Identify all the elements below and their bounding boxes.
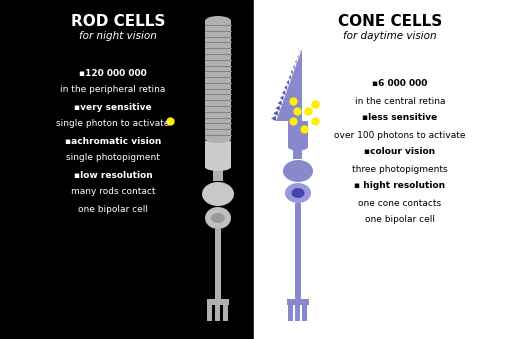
Text: for daytime vision: for daytime vision bbox=[343, 31, 437, 41]
Ellipse shape bbox=[211, 213, 225, 223]
Polygon shape bbox=[295, 59, 296, 64]
Ellipse shape bbox=[205, 207, 231, 229]
Text: ▪less sensitive: ▪less sensitive bbox=[362, 114, 438, 122]
Bar bbox=[0, 0, 254, 339]
Text: single photopigment: single photopigment bbox=[66, 154, 160, 162]
Text: three photopigments: three photopigments bbox=[352, 164, 448, 174]
Text: CONE CELLS: CONE CELLS bbox=[338, 14, 442, 28]
Bar bbox=[288, 121, 308, 147]
Bar bbox=[213, 167, 223, 181]
Text: ▪6 000 000: ▪6 000 000 bbox=[372, 80, 428, 88]
Text: one cone contacts: one cone contacts bbox=[358, 199, 442, 207]
Bar bbox=[287, 299, 309, 305]
Polygon shape bbox=[289, 75, 291, 80]
Bar bbox=[294, 147, 302, 159]
Polygon shape bbox=[287, 80, 289, 85]
Bar bbox=[205, 141, 231, 167]
Polygon shape bbox=[285, 85, 287, 90]
Text: ▪very sensitive: ▪very sensitive bbox=[74, 102, 152, 112]
Text: one bipolar cell: one bipolar cell bbox=[365, 216, 435, 224]
Polygon shape bbox=[273, 111, 278, 116]
Polygon shape bbox=[293, 64, 295, 69]
Text: ▪ hight resolution: ▪ hight resolution bbox=[354, 181, 445, 191]
Ellipse shape bbox=[288, 143, 308, 151]
Polygon shape bbox=[291, 69, 293, 75]
Text: ▪achromatic vision: ▪achromatic vision bbox=[65, 137, 161, 145]
Text: ROD CELLS: ROD CELLS bbox=[71, 14, 165, 28]
Bar bbox=[215, 304, 220, 321]
Ellipse shape bbox=[205, 16, 231, 26]
Ellipse shape bbox=[285, 183, 311, 203]
Bar bbox=[302, 304, 307, 321]
Text: in the central retina: in the central retina bbox=[355, 97, 445, 105]
Text: ▪low resolution: ▪low resolution bbox=[74, 171, 152, 179]
Bar bbox=[207, 299, 229, 305]
Polygon shape bbox=[271, 116, 276, 121]
Text: single photon to activate: single photon to activate bbox=[56, 120, 169, 128]
Text: one bipolar cell: one bipolar cell bbox=[78, 204, 148, 214]
Bar bbox=[215, 229, 221, 301]
Ellipse shape bbox=[202, 182, 234, 206]
Polygon shape bbox=[276, 49, 302, 121]
Bar bbox=[295, 203, 301, 301]
Polygon shape bbox=[275, 105, 280, 111]
Bar bbox=[223, 304, 229, 321]
Ellipse shape bbox=[283, 160, 313, 182]
Ellipse shape bbox=[292, 188, 304, 198]
Ellipse shape bbox=[205, 135, 231, 143]
Polygon shape bbox=[280, 95, 284, 100]
Text: ▪120 000 000: ▪120 000 000 bbox=[79, 68, 147, 78]
Text: many rods contact: many rods contact bbox=[71, 187, 155, 197]
Text: over 100 photons to activate: over 100 photons to activate bbox=[334, 131, 466, 140]
Text: in the peripheral retina: in the peripheral retina bbox=[60, 85, 166, 95]
Text: ▪colour vision: ▪colour vision bbox=[364, 147, 436, 157]
Polygon shape bbox=[282, 90, 285, 95]
Bar bbox=[208, 304, 212, 321]
Bar bbox=[296, 304, 300, 321]
Bar bbox=[254, 0, 509, 339]
Bar bbox=[205, 21, 231, 139]
Bar bbox=[289, 304, 294, 321]
Text: for night vision: for night vision bbox=[79, 31, 157, 41]
Ellipse shape bbox=[205, 163, 231, 171]
Polygon shape bbox=[277, 100, 281, 105]
